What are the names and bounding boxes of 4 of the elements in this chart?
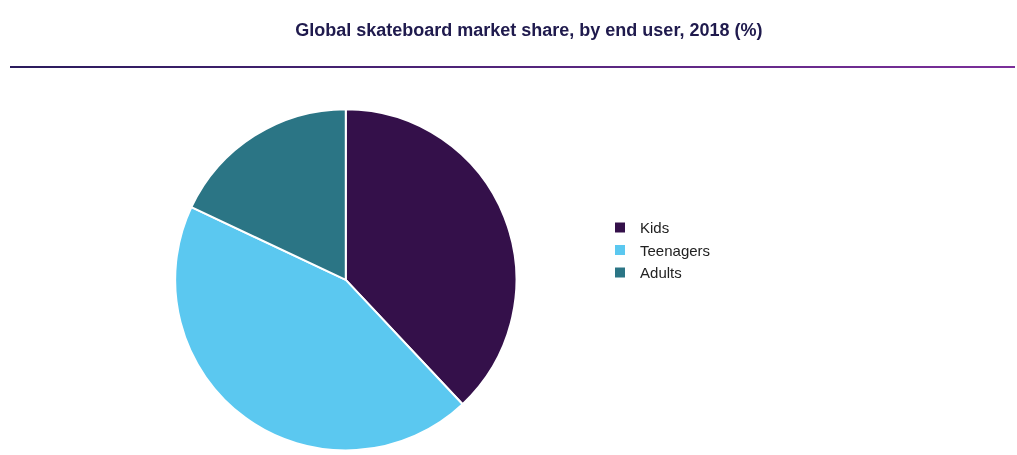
- legend-label: Adults: [640, 264, 682, 282]
- legend-label: Kids: [640, 219, 670, 237]
- legend-label: Teenagers: [640, 241, 711, 259]
- chart-title: Global skateboard market share, by end user, 2018 (%): [295, 19, 763, 40]
